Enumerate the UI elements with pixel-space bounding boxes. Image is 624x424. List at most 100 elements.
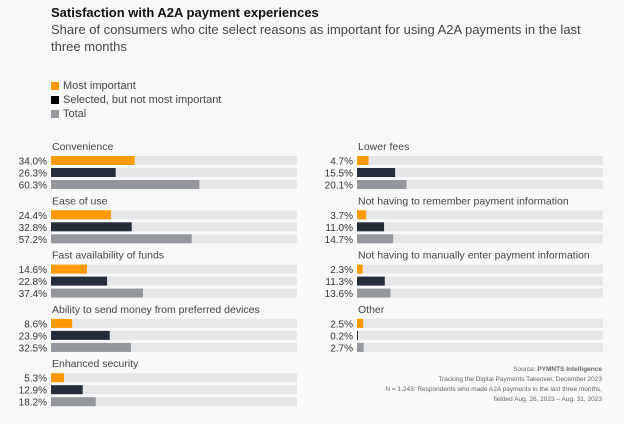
- bar-track: [51, 210, 297, 220]
- category-label: Other: [358, 304, 385, 316]
- bar-track: [357, 288, 603, 298]
- value-label: 60.3%: [19, 181, 47, 192]
- legend-item-total: Total: [51, 108, 86, 120]
- bar-track: [51, 168, 297, 177]
- value-label: 3.7%: [330, 211, 353, 222]
- bar-track: [357, 276, 603, 286]
- value-label: 2.7%: [330, 343, 353, 354]
- bar-most-important: [51, 264, 87, 274]
- category-label: Fast availability of funds: [52, 250, 164, 262]
- value-label: 24.4%: [19, 211, 47, 222]
- value-label: 26.3%: [19, 169, 47, 180]
- bar-track: [357, 330, 603, 340]
- value-label: 14.6%: [19, 265, 47, 276]
- bar-track: [51, 222, 297, 232]
- bar-total: [357, 234, 394, 244]
- bar-track: [357, 342, 603, 352]
- bar-track: [51, 288, 297, 298]
- bar-most-important: [51, 373, 65, 383]
- bar-most-important: [357, 318, 364, 328]
- bar-most-important: [51, 156, 135, 165]
- legend-label: Most important: [63, 80, 136, 92]
- bar-total: [51, 180, 200, 189]
- value-label: 11.0%: [325, 223, 353, 234]
- source-dates: fielded Aug. 26, 2023 – Aug. 31, 2023: [493, 396, 602, 403]
- value-label: 11.3%: [325, 277, 353, 288]
- category-label: Convenience: [52, 141, 113, 153]
- bar-selected: [51, 222, 132, 232]
- bar-track: [357, 264, 603, 274]
- bar-track: [51, 373, 297, 383]
- bar-track: [357, 156, 603, 165]
- bar-track: [357, 210, 603, 220]
- value-label: 34.0%: [19, 157, 47, 168]
- bar-track: [51, 330, 297, 340]
- bar-most-important: [357, 156, 369, 165]
- source-line: Source: PYMNTS Intelligence: [513, 366, 602, 373]
- chart-subtitle: Share of consumers who cite select reaso…: [51, 22, 581, 54]
- category-label: Enhanced security: [52, 358, 139, 370]
- bar-track: [51, 342, 297, 352]
- value-label: 8.6%: [24, 319, 47, 330]
- value-label: 2.5%: [330, 319, 353, 330]
- bar-total: [357, 288, 391, 298]
- category-label: Lower fees: [358, 141, 409, 153]
- bar-track: [51, 385, 297, 395]
- bar-total: [51, 288, 144, 298]
- category-label: Ease of use: [52, 195, 108, 207]
- bar-track: [357, 234, 603, 244]
- bar-most-important: [357, 210, 367, 220]
- bar-total: [51, 234, 192, 244]
- value-label: 18.2%: [19, 398, 47, 409]
- value-label: 13.6%: [325, 289, 353, 300]
- bar-total: [51, 342, 131, 352]
- value-label: 57.2%: [19, 235, 47, 246]
- bar-selected: [51, 330, 110, 340]
- value-label: 20.1%: [325, 181, 353, 192]
- bar-track: [51, 276, 297, 286]
- bar-most-important: [51, 318, 73, 328]
- legend-item-most-important: Most important: [51, 80, 136, 92]
- bar-track: [357, 180, 603, 189]
- value-label: 4.7%: [330, 157, 353, 168]
- legend-label: Selected, but not most important: [63, 94, 222, 106]
- bar-total: [357, 342, 364, 352]
- source-sample: N = 1,243: Respondents who made A2A paym…: [385, 386, 602, 393]
- source-label: Source:: [513, 366, 538, 373]
- value-label: 23.9%: [19, 331, 47, 342]
- bar-selected: [51, 385, 83, 395]
- bar-track: [357, 168, 603, 177]
- legend-swatch: [51, 82, 59, 90]
- bar-selected: [357, 222, 385, 232]
- value-label: 0.2%: [330, 331, 353, 342]
- bar-selected: [51, 276, 108, 286]
- bar-total: [51, 397, 96, 407]
- category-label: Ability to send money from preferred dev…: [52, 304, 260, 316]
- bar-track: [357, 318, 603, 328]
- bar-track: [357, 222, 603, 232]
- value-label: 15.5%: [325, 169, 353, 180]
- value-label: 14.7%: [325, 235, 353, 246]
- bar-track: [51, 264, 297, 274]
- value-label: 37.4%: [19, 289, 47, 300]
- bar-selected: [51, 168, 116, 177]
- bar-selected: [357, 330, 358, 340]
- legend-item-selected: Selected, but not most important: [51, 94, 221, 106]
- bar-selected: [357, 276, 385, 286]
- legend-label: Total: [63, 108, 87, 120]
- bar-total: [357, 180, 407, 189]
- category-label: Not having to remember payment informati…: [358, 195, 569, 207]
- bar-track: [51, 156, 297, 165]
- value-label: 2.3%: [330, 265, 353, 276]
- bar-most-important: [51, 210, 112, 220]
- legend-swatch: [51, 96, 59, 104]
- value-label: 5.3%: [24, 374, 47, 385]
- category-label: Not having to manually enter payment inf…: [358, 250, 590, 262]
- value-label: 12.9%: [19, 386, 47, 397]
- bar-most-important: [357, 264, 363, 274]
- value-label: 32.8%: [19, 223, 47, 234]
- chart-title: Satisfaction with A2A payment experience…: [51, 5, 319, 20]
- bar-track: [51, 318, 297, 328]
- bar-selected: [357, 168, 396, 177]
